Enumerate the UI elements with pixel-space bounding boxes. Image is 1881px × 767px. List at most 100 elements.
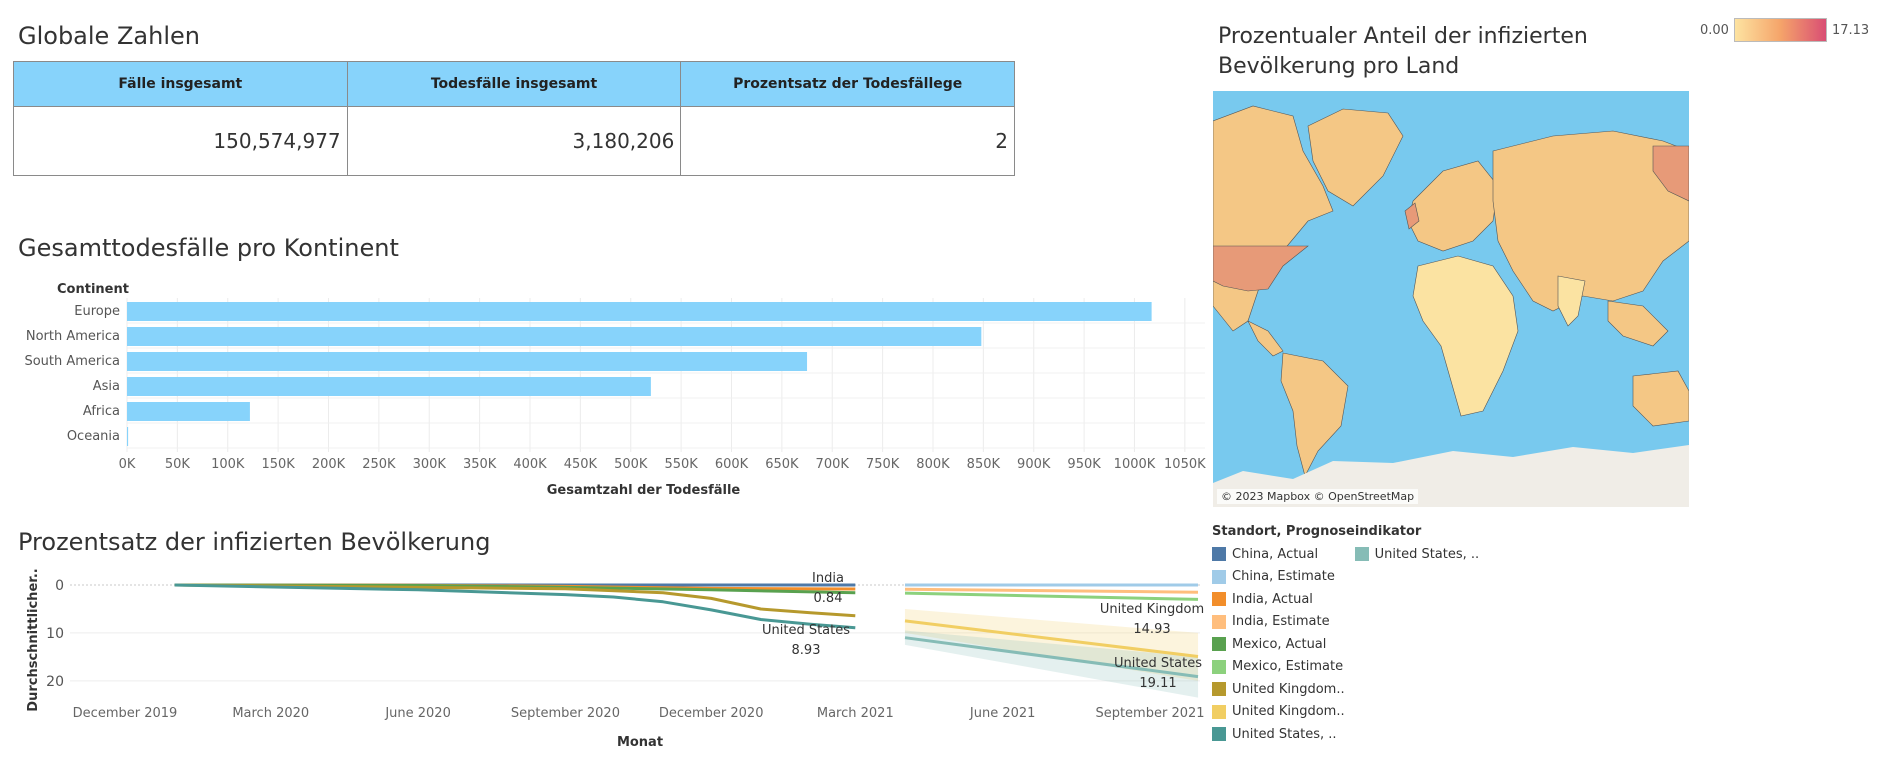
color-scale-min: 0.00 — [1700, 22, 1729, 38]
legend-swatch — [1212, 547, 1226, 562]
bar-category-label: Europe — [74, 304, 120, 319]
legend-label: United Kingdom.. — [1232, 704, 1345, 720]
bar-x-tick-label: 150K — [261, 457, 295, 472]
bar-x-tick-label: 250K — [362, 457, 396, 472]
bar-north-america[interactable] — [127, 327, 982, 346]
legend-item[interactable]: United States, .. — [1354, 543, 1480, 566]
bar-europe[interactable] — [127, 302, 1152, 321]
map-title-line2: Bevölkerung pro Land — [1218, 54, 1460, 79]
legend-swatch — [1212, 637, 1226, 652]
bar-x-tick-label: 300K — [413, 457, 447, 472]
line-x-tick-label: December 2020 — [659, 706, 764, 721]
map-uk — [1404, 202, 1420, 230]
legend-label: India, Estimate — [1232, 614, 1330, 630]
line-x-tick-label: June 2020 — [384, 706, 451, 721]
legend-item[interactable]: India, Actual — [1212, 588, 1345, 611]
kpi-value-cases: 150,574,977 — [14, 107, 348, 175]
line-annotation-label: India — [812, 571, 844, 586]
legend-item[interactable]: China, Actual — [1212, 543, 1345, 566]
line-x-tick-label: September 2020 — [511, 706, 620, 721]
bar-category-label: South America — [24, 354, 120, 369]
legend-column-2: United States, .. — [1354, 543, 1480, 746]
line-annotation-value: 0.84 — [814, 591, 843, 606]
line-chart-title: Prozentsatz der infizierten Bevölkerung — [18, 528, 491, 556]
map-africa — [1412, 255, 1519, 417]
legend-title: Standort, Prognoseindikator — [1212, 524, 1422, 539]
map-india — [1557, 275, 1586, 327]
bar-x-tick-label: 550K — [664, 457, 698, 472]
bar-x-tick-label: 800K — [916, 457, 950, 472]
legend-swatch — [1212, 614, 1226, 629]
line-annotation-label: United Kingdom — [1100, 602, 1204, 617]
bar-asia[interactable] — [127, 377, 651, 396]
kpi-header-deaths: Todesfälle insgesamt — [348, 62, 682, 106]
line-annotation-label: United States — [762, 623, 850, 638]
bar-x-tick-label: 600K — [715, 457, 749, 472]
line-series-united-kingdom-actual[interactable] — [174, 583, 856, 618]
line-x-tick-label: September 2021 — [1095, 706, 1204, 721]
kpi-value-death-rate: 2 — [995, 129, 1009, 153]
bar-south-america[interactable] — [127, 352, 808, 371]
legend-item[interactable]: China, Estimate — [1212, 566, 1345, 589]
legend-item[interactable]: Mexico, Estimate — [1212, 656, 1345, 679]
bar-chart: Continent 0K 50K 100K 150K 200K 250K 300K 350K 4… — [24, 282, 1206, 498]
line-chart: 0 10 20 December 2019 March 2020 June 2020 Sep… — [26, 568, 1205, 750]
bar-category-label: Oceania — [67, 429, 120, 444]
map-asia — [1492, 130, 1689, 312]
line-y-tick-label: 20 — [46, 674, 64, 690]
line-series-india-estimate[interactable] — [904, 587, 1199, 594]
bar-africa[interactable] — [127, 402, 250, 421]
map-russia-east — [1652, 145, 1689, 202]
world-map[interactable]: © 2023 Mapbox © OpenStreetMap — [1213, 91, 1689, 507]
line-x-tick-label: June 2021 — [969, 706, 1036, 721]
legend-item[interactable]: United States, .. — [1212, 723, 1345, 746]
line-legend: Standort, Prognoseindikator China, Actua… — [1212, 524, 1479, 746]
map-attribution[interactable]: © 2023 Mapbox © OpenStreetMap — [1217, 489, 1419, 504]
legend-label: Mexico, Estimate — [1232, 659, 1344, 675]
line-series-united-states-actual[interactable] — [174, 583, 856, 630]
map-south-america — [1280, 352, 1349, 477]
line-series-united-states-estimate[interactable] — [904, 636, 1199, 679]
line-annotation-value: 19.11 — [1139, 676, 1176, 691]
bar-x-tick-label: 450K — [564, 457, 598, 472]
legend-item[interactable]: United Kingdom.. — [1212, 701, 1345, 724]
legend-item[interactable]: United Kingdom.. — [1212, 678, 1345, 701]
bar-x-tick-label: 950K — [1067, 457, 1101, 472]
legend-swatch — [1212, 704, 1226, 719]
bar-x-tick-label: 400K — [513, 457, 547, 472]
map-title-line1: Prozentualer Anteil der infizierten — [1218, 24, 1588, 49]
bar-oceania[interactable] — [127, 427, 129, 446]
line-annotation-value: 14.93 — [1133, 622, 1170, 637]
map-australia — [1632, 370, 1689, 427]
line-annotation-value: 8.93 — [792, 643, 821, 658]
map-usa — [1213, 245, 1309, 292]
line-series-united-kingdom-estimate[interactable] — [904, 619, 1199, 658]
legend-swatch — [1354, 547, 1369, 562]
bar-chart-title: Gesamttodesfälle pro Kontinent — [18, 234, 399, 262]
legend-item[interactable]: India, Estimate — [1212, 611, 1345, 634]
legend-label: United States, .. — [1232, 726, 1337, 742]
line-y-tick-label: 0 — [55, 578, 64, 594]
bar-x-tick-label: 100K — [211, 457, 245, 472]
map-central-america — [1247, 320, 1284, 357]
line-annotation-label: United States — [1114, 656, 1202, 671]
bar-category-label: Asia — [93, 379, 120, 394]
line-x-tick-label: December 2019 — [73, 706, 178, 721]
legend-label: Mexico, Actual — [1232, 636, 1327, 652]
legend-item[interactable]: Mexico, Actual — [1212, 633, 1345, 656]
legend-swatch — [1212, 569, 1226, 584]
bar-x-tick-label: 1050K — [1164, 457, 1206, 472]
bar-x-tick-label: 850K — [967, 457, 1001, 472]
legend-label: United States, .. — [1374, 546, 1480, 562]
bar-x-tick-label: 0K — [119, 457, 136, 472]
line-x-tick-label: March 2020 — [232, 706, 309, 721]
legend-label: China, Estimate — [1232, 569, 1335, 585]
kpi-header-death-rate: Prozentsatz der Todesfällege — [733, 76, 963, 92]
color-scale: 0.00 17.13 — [1700, 18, 1869, 42]
line-x-tick-label: March 2021 — [817, 706, 894, 721]
bar-x-tick-label: 650K — [765, 457, 799, 472]
bar-x-tick-label: 500K — [614, 457, 648, 472]
legend-swatch — [1212, 682, 1226, 697]
legend-label: India, Actual — [1232, 591, 1313, 607]
line-series-mexico-estimate[interactable] — [904, 591, 1199, 601]
